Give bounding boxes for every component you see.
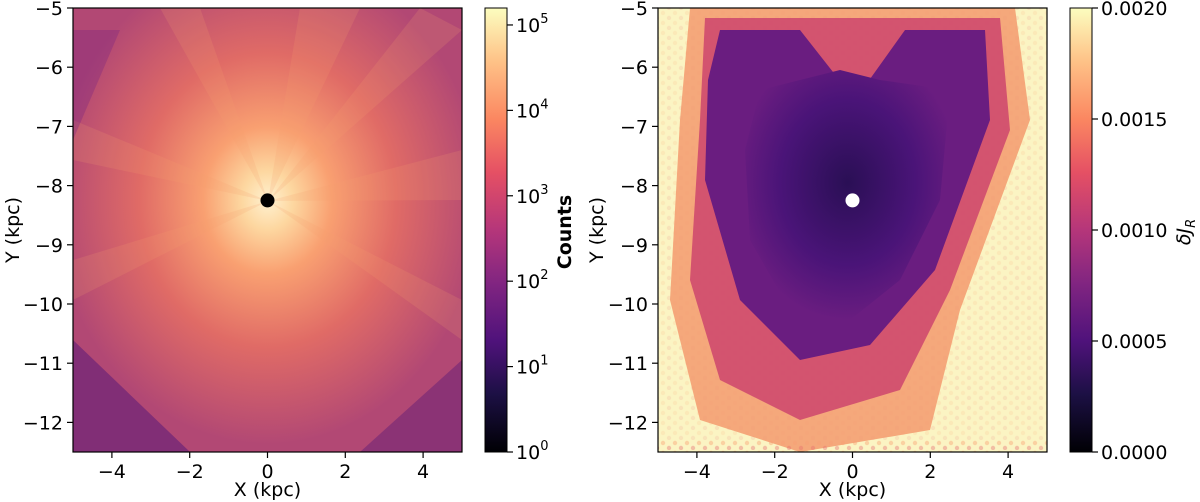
right-y-axis: −12 −11 −10 −9 −8 −7 −6 −5	[608, 0, 658, 434]
right-colorbar	[1070, 8, 1092, 452]
right-y-tick-label: −10	[608, 294, 648, 316]
left-y-axis-label: Y (kpc)	[2, 197, 24, 264]
right-colorbar-label: δJR	[1173, 219, 1199, 245]
right-x-tick-label: −4	[683, 461, 711, 483]
left-colorbar-label: Counts	[554, 195, 576, 269]
left-colorbar-frame	[484, 7, 508, 453]
left-y-tick-label: −12	[23, 412, 63, 434]
right-x-tick-label: 4	[1002, 461, 1014, 483]
left-y-tick-label: −6	[35, 57, 63, 79]
left-x-tick-label: 4	[417, 461, 429, 483]
left-panel: −4 −2 0 2 4 −12 −11 −10 −9 −8 −7 −6 −5 X (kpc) Y (k…	[2, 0, 576, 501]
right-y-tick-label: −7	[620, 116, 648, 138]
right-colorbar-tick-label: 0.0015	[1101, 109, 1167, 131]
left-x-axis-label: X (kpc)	[234, 479, 301, 501]
right-y-axis-label: Y (kpc)	[586, 197, 608, 264]
left-colorbar-tick-label: 101	[516, 354, 548, 379]
left-colorbar-tick-label: 103	[516, 183, 548, 208]
right-y-tick-label: −11	[608, 353, 648, 375]
left-x-axis: −4 −2 0 2 4	[98, 452, 429, 483]
left-colorbar-tick-label: 100	[516, 439, 548, 464]
left-y-tick-label: −8	[35, 176, 63, 198]
left-x-tick-label: −2	[176, 461, 204, 483]
right-x-tick-label: 2	[924, 461, 936, 483]
right-colorbar-label-main: δJ	[1173, 228, 1195, 246]
right-x-axis-label: X (kpc)	[819, 479, 886, 501]
left-y-tick-label: −5	[35, 0, 63, 20]
right-y-tick-label: −8	[620, 176, 648, 198]
right-colorbar-tick-label: 0.0005	[1101, 331, 1167, 353]
left-colorbar-ticks: 100 101 102 103 104 105	[507, 12, 548, 464]
left-y-tick-label: −11	[23, 353, 63, 375]
right-x-tick-label: −2	[761, 461, 789, 483]
right-colorbar-tick-label: 0.0010	[1101, 220, 1167, 242]
right-y-tick-label: −6	[620, 57, 648, 79]
left-colorbar-tick-label: 104	[516, 97, 548, 122]
left-x-tick-label: −4	[98, 461, 126, 483]
right-panel: −4 −2 0 2 4 −12 −11 −10 −9 −8 −7 −6 −5 X (kpc) Y (k…	[586, 0, 1199, 501]
right-x-axis: −4 −2 0 2 4	[683, 452, 1014, 483]
right-x-tick-label: 0	[846, 461, 858, 483]
left-colorbar	[485, 8, 507, 452]
right-y-tick-label: −12	[608, 412, 648, 434]
left-colorbar-tick-label: 102	[516, 268, 548, 293]
left-y-tick-label: −7	[35, 116, 63, 138]
left-colorbar-tick-label: 105	[516, 12, 548, 37]
right-colorbar-ticks: 0.0000 0.0005 0.0010 0.0015 0.0020	[1092, 0, 1167, 464]
left-x-tick-label: 2	[339, 461, 351, 483]
right-colorbar-tick-label: 0.0000	[1101, 442, 1167, 464]
left-y-tick-label: −10	[23, 294, 63, 316]
left-heatmap	[73, 8, 462, 452]
right-colorbar-tick-label: 0.0020	[1101, 0, 1167, 20]
right-center-marker	[845, 193, 860, 208]
left-y-axis: −12 −11 −10 −9 −8 −7 −6 −5	[23, 0, 73, 434]
left-center-marker	[260, 193, 275, 208]
right-y-tick-label: −5	[620, 0, 648, 20]
left-y-tick-label: −9	[35, 235, 63, 257]
left-x-tick-label: 0	[261, 461, 273, 483]
right-colorbar-label-sub: R	[1184, 219, 1199, 228]
right-heatmap	[658, 8, 1047, 452]
right-y-tick-label: −9	[620, 235, 648, 257]
